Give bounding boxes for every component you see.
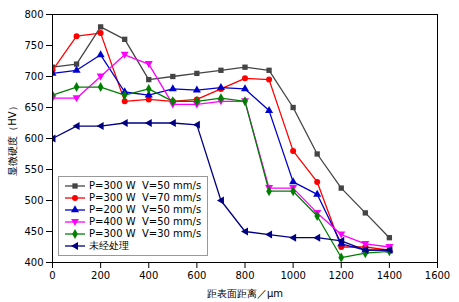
html-text:P=300 W V=30 mm/s: P=300 W V=30 mm/s <box>89 228 202 239</box>
html-text:未经处理: 未经处理 <box>89 240 129 251</box>
svg-text:450: 450 <box>24 226 43 237</box>
svg-text:0: 0 <box>49 270 55 281</box>
svg-text:400: 400 <box>139 270 158 281</box>
html-text:P=400 W V=50 mm/s: P=400 W V=50 mm/s <box>89 216 202 227</box>
svg-text:200: 200 <box>91 270 110 281</box>
svg-text:1000: 1000 <box>280 270 305 281</box>
svg-text:650: 650 <box>24 102 43 113</box>
svg-text:1400: 1400 <box>377 270 402 281</box>
svg-text:500: 500 <box>24 195 43 206</box>
html-text:P=300 W V=50 mm/s: P=300 W V=50 mm/s <box>89 180 202 191</box>
html-text:P=200 W V=50 mm/s: P=200 W V=50 mm/s <box>89 204 202 215</box>
svg-text:1600: 1600 <box>425 270 450 281</box>
svg-text:距表面距离／μm: 距表面距离／μm <box>207 288 283 299</box>
svg-text:1200: 1200 <box>329 270 354 281</box>
svg-text:750: 750 <box>24 40 43 51</box>
svg-text:800: 800 <box>24 9 43 20</box>
svg-text:600: 600 <box>24 133 43 144</box>
svg-text:550: 550 <box>24 164 43 175</box>
svg-text:600: 600 <box>187 270 206 281</box>
svg-text:显微硬度（HV）: 显微硬度（HV） <box>7 101 18 175</box>
svg-text:400: 400 <box>24 257 43 268</box>
html-text:P=300 W V=70 mm/s: P=300 W V=70 mm/s <box>89 192 202 203</box>
svg-text:800: 800 <box>235 270 254 281</box>
svg-text:700: 700 <box>24 71 43 82</box>
